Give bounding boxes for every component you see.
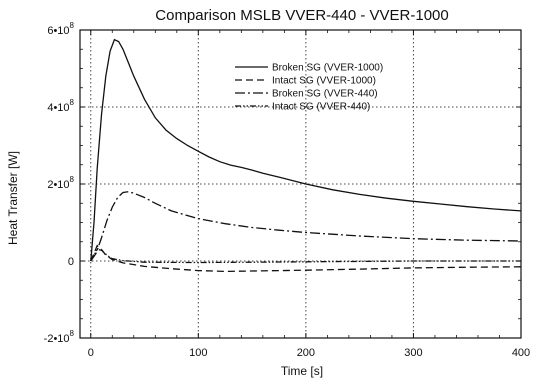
chart-title: Comparison MSLB VVER-440 - VVER-1000 (155, 7, 448, 24)
y-tick-label: 6•108 (47, 21, 74, 37)
legend-label-2: Intact SG (VVER-1000) (272, 76, 376, 87)
x-axis-label: Time [s] (281, 364, 323, 378)
legend-label-3: Broken SG (VVER-440) (272, 89, 378, 100)
axis-ticks: 0 100 200 300 400 -2•108 0 2•108 4•108 6•108 (44, 21, 531, 359)
series-line-1 (90, 38, 522, 262)
series-line-2 (90, 244, 522, 273)
series-line-4 (90, 248, 521, 264)
legend-label-1: Broken SG (VVER-1000) (272, 63, 383, 74)
y-tick-label: -2•108 (44, 329, 75, 345)
x-tick-label: 200 (297, 347, 315, 359)
y-tick-label: 4•108 (47, 98, 74, 114)
x-tick-label: 400 (512, 347, 530, 359)
series-line-3 (90, 191, 522, 262)
x-tick-label: 300 (404, 347, 422, 359)
grid-lines (80, 30, 521, 338)
y-tick-label: 0 (68, 256, 74, 268)
series-lines (90, 38, 522, 273)
x-tick-label: 0 (88, 347, 94, 359)
legend-label-4: Intact SG (VVER-440) (272, 102, 370, 113)
x-tick-label: 100 (189, 347, 207, 359)
y-axis-label: Heat Transfer [W] (6, 151, 20, 245)
legend: Broken SG (VVER-1000) Intact SG (VVER-100… (235, 63, 383, 113)
y-tick-label: 2•108 (47, 175, 74, 191)
